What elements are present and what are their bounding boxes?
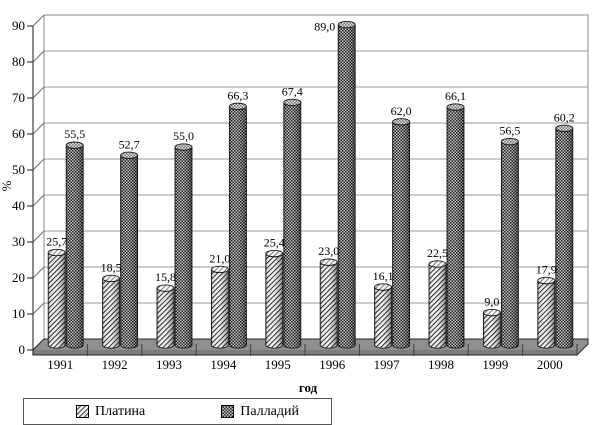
legend-label-platina: Платина: [95, 403, 146, 419]
chart-legend: Платина Палладий: [23, 398, 332, 425]
y-tick-label: 80: [12, 54, 25, 69]
x-tick-label: 1995: [265, 357, 291, 372]
x-tick-label: 1993: [156, 357, 182, 372]
x-tick-label: 1999: [482, 357, 508, 372]
data-label: 55,0: [173, 129, 194, 143]
x-tick-label: 2000: [537, 357, 563, 372]
data-label: 25,7: [46, 234, 67, 248]
data-label: 66,1: [445, 89, 466, 103]
legend-label-palladiy: Палладий: [240, 403, 300, 419]
legend-item-palladiy: Палладий: [221, 404, 299, 420]
data-label: 18,5: [101, 260, 122, 274]
y-tick-label: 90: [12, 18, 25, 33]
x-axis-title: год: [299, 380, 318, 395]
data-label: 89,0: [314, 20, 335, 34]
data-label: 56,5: [499, 124, 520, 138]
y-tick-label: 40: [12, 198, 25, 213]
data-label: 16,1: [373, 269, 394, 283]
x-tick-label: 1996: [319, 357, 346, 372]
y-tick-label: 30: [12, 234, 25, 249]
y-tick-label: 20: [12, 270, 25, 285]
data-label: 66,3: [227, 88, 248, 102]
y-tick-label: 0: [19, 342, 26, 357]
x-tick-label: 1994: [210, 357, 237, 372]
data-label: 15,8: [155, 270, 176, 284]
x-tick-label: 1991: [47, 357, 73, 372]
y-tick-label: 10: [12, 306, 25, 321]
x-tick-label: 1997: [374, 357, 401, 372]
y-axis-title: %: [0, 180, 14, 191]
data-label: 17,9: [536, 263, 557, 277]
data-label: 23,0: [318, 244, 339, 258]
data-label: 60,2: [554, 110, 575, 124]
data-label: 52,7: [119, 137, 140, 151]
y-tick-label: 70: [12, 90, 25, 105]
x-tick-label: 1998: [428, 357, 454, 372]
data-label: 9,0: [484, 295, 499, 309]
legend-item-platina: Платина: [76, 404, 145, 420]
palladiy-check-swatch-icon: [221, 405, 235, 418]
data-label: 25,4: [264, 236, 285, 250]
data-label: 62,0: [391, 104, 412, 118]
data-label: 55,5: [64, 127, 85, 141]
data-label: 22,5: [427, 246, 448, 260]
y-tick-label: 50: [12, 162, 25, 177]
y-tick-label: 60: [12, 126, 25, 141]
data-label: 21,0: [209, 251, 230, 265]
platina-hatch-swatch-icon: [76, 405, 89, 418]
data-label: 67,4: [282, 84, 303, 98]
x-tick-label: 1992: [102, 357, 128, 372]
